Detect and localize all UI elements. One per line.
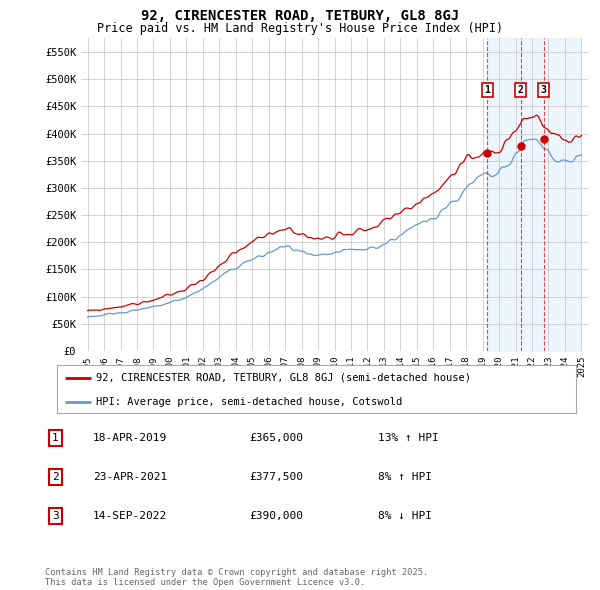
Text: 8% ↑ HPI: 8% ↑ HPI — [378, 472, 432, 481]
Text: 18-APR-2019: 18-APR-2019 — [93, 433, 167, 442]
Text: 2: 2 — [518, 85, 524, 95]
Text: £390,000: £390,000 — [249, 511, 303, 520]
Text: 2: 2 — [52, 472, 59, 481]
Text: 14-SEP-2022: 14-SEP-2022 — [93, 511, 167, 520]
Text: 1: 1 — [484, 85, 490, 95]
Text: 8% ↓ HPI: 8% ↓ HPI — [378, 511, 432, 520]
Text: £365,000: £365,000 — [249, 433, 303, 442]
Text: 3: 3 — [541, 85, 547, 95]
Text: 3: 3 — [52, 511, 59, 520]
Text: 92, CIRENCESTER ROAD, TETBURY, GL8 8GJ: 92, CIRENCESTER ROAD, TETBURY, GL8 8GJ — [141, 9, 459, 23]
Text: 1: 1 — [52, 433, 59, 442]
Text: HPI: Average price, semi-detached house, Cotswold: HPI: Average price, semi-detached house,… — [96, 397, 402, 407]
Text: 13% ↑ HPI: 13% ↑ HPI — [378, 433, 439, 442]
Text: £377,500: £377,500 — [249, 472, 303, 481]
Text: 92, CIRENCESTER ROAD, TETBURY, GL8 8GJ (semi-detached house): 92, CIRENCESTER ROAD, TETBURY, GL8 8GJ (… — [96, 373, 471, 383]
Text: Price paid vs. HM Land Registry's House Price Index (HPI): Price paid vs. HM Land Registry's House … — [97, 22, 503, 35]
Text: 23-APR-2021: 23-APR-2021 — [93, 472, 167, 481]
Text: Contains HM Land Registry data © Crown copyright and database right 2025.
This d: Contains HM Land Registry data © Crown c… — [45, 568, 428, 587]
